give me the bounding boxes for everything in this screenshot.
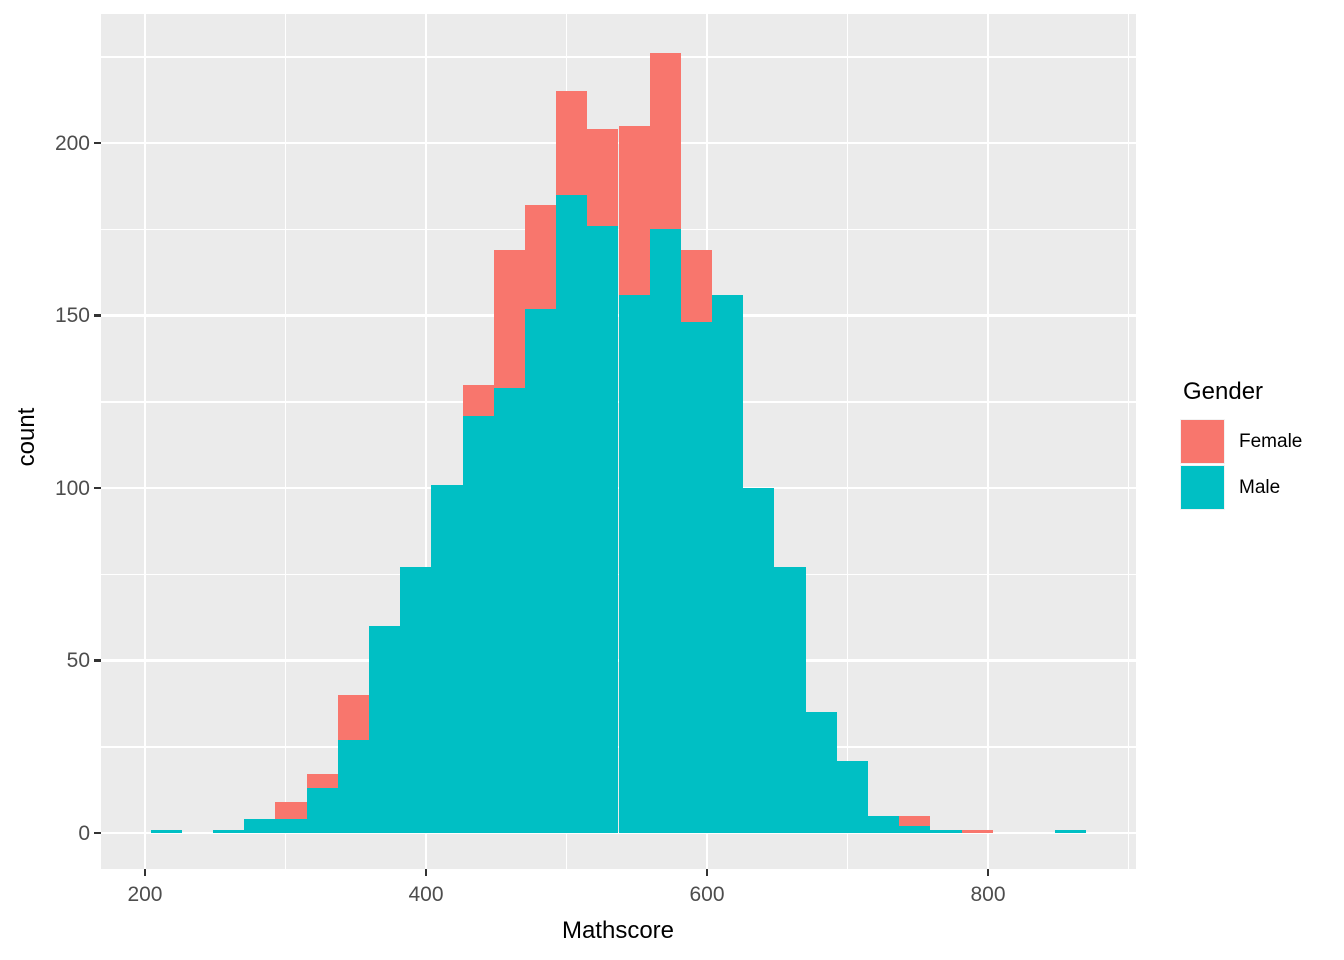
x-axis-tick-mark bbox=[986, 869, 990, 876]
histogram-bar-male bbox=[212, 829, 245, 834]
legend-key-male bbox=[1180, 465, 1225, 510]
histogram-bar-male bbox=[1055, 829, 1087, 834]
histogram-bar-male bbox=[930, 829, 962, 834]
histogram-bar-male bbox=[368, 626, 401, 834]
histogram-bar-male bbox=[712, 294, 744, 834]
histogram-bar-male bbox=[556, 194, 588, 834]
histogram-bar-female bbox=[961, 829, 993, 834]
legend-swatch-female bbox=[1181, 420, 1224, 463]
y-axis-tick-mark bbox=[94, 659, 101, 662]
y-axis-tick-mark bbox=[94, 486, 101, 490]
y-axis-tick-mark bbox=[94, 314, 101, 317]
x-axis-tick-mark bbox=[143, 869, 147, 876]
y-major-gridline bbox=[101, 831, 1136, 835]
histogram-bar-male bbox=[899, 826, 931, 834]
histogram-bar-male bbox=[306, 788, 338, 834]
histogram-bar-female bbox=[275, 802, 307, 820]
histogram-bar-female bbox=[618, 125, 650, 295]
x-minor-gridline bbox=[1127, 14, 1130, 869]
y-minor-gridline bbox=[101, 56, 1136, 58]
y-axis-tick-label: 50 bbox=[66, 649, 90, 673]
histogram-bar-female bbox=[899, 815, 931, 827]
x-axis-title: Mathscore bbox=[561, 917, 675, 944]
x-axis-tick-label: 800 bbox=[970, 883, 1006, 906]
histogram-bar-female bbox=[493, 250, 525, 388]
x-minor-gridline bbox=[846, 14, 849, 869]
y-axis-tick-label: 100 bbox=[54, 476, 90, 500]
x-major-gridline bbox=[424, 14, 428, 869]
x-axis-tick-label: 600 bbox=[689, 883, 725, 906]
x-axis-tick-label: 200 bbox=[127, 883, 163, 906]
histogram-bar-female bbox=[306, 774, 338, 789]
histogram-bar-male bbox=[774, 567, 806, 834]
y-axis-tick-label: 200 bbox=[54, 131, 90, 155]
plot-panel bbox=[101, 14, 1136, 869]
histogram-bar-female bbox=[337, 695, 369, 740]
histogram-bar-male bbox=[400, 567, 432, 834]
histogram-bar-female bbox=[649, 53, 681, 230]
x-axis-tick-mark bbox=[705, 869, 709, 876]
histogram-bar-male bbox=[337, 739, 369, 834]
y-axis-tick-mark bbox=[94, 141, 101, 145]
y-axis-tick-label: 150 bbox=[54, 304, 90, 328]
histogram-bar-female bbox=[462, 384, 494, 416]
x-axis-tick-label: 400 bbox=[408, 883, 444, 906]
x-major-gridline bbox=[143, 14, 147, 869]
histogram-bar-male bbox=[431, 484, 463, 834]
legend-swatch-male bbox=[1181, 466, 1224, 509]
histogram-bar-male bbox=[836, 760, 869, 834]
y-axis-tick-mark bbox=[94, 831, 101, 835]
histogram-bar-male bbox=[587, 225, 619, 834]
histogram-bar-male bbox=[649, 229, 681, 834]
y-axis-tick-label: 0 bbox=[78, 821, 90, 845]
histogram-bar-female bbox=[587, 129, 619, 226]
histogram-bar-male bbox=[275, 819, 307, 834]
histogram-bar-male bbox=[244, 819, 276, 834]
histogram-bar-male bbox=[868, 815, 900, 834]
legend-label-female: Female bbox=[1239, 431, 1303, 452]
histogram-bar-female bbox=[524, 205, 557, 309]
histogram-bar-male bbox=[680, 322, 713, 834]
legend-label-male: Male bbox=[1239, 477, 1281, 498]
x-major-gridline bbox=[986, 14, 990, 869]
histogram-bar-male bbox=[618, 294, 650, 834]
histogram-bar-male bbox=[493, 388, 525, 834]
x-axis-tick-mark bbox=[424, 869, 428, 876]
legend-key-female bbox=[1180, 419, 1225, 464]
histogram-bar-male bbox=[743, 488, 775, 834]
histogram-bar-female bbox=[556, 91, 588, 195]
y-axis-title: count bbox=[13, 407, 40, 467]
histogram-bar-male bbox=[524, 308, 557, 834]
histogram-bar-male bbox=[805, 712, 837, 834]
histogram-bar-female bbox=[680, 250, 713, 323]
histogram-bar-male bbox=[462, 415, 494, 834]
legend-title: Gender bbox=[1183, 378, 1264, 405]
x-minor-gridline bbox=[284, 14, 287, 869]
histogram-bar-male bbox=[150, 829, 182, 834]
